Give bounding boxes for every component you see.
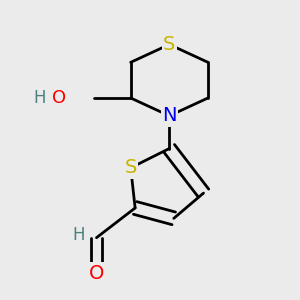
Text: O: O: [89, 264, 104, 283]
Text: O: O: [52, 89, 66, 107]
Text: H: H: [34, 89, 46, 107]
Text: H: H: [72, 226, 85, 244]
Text: S: S: [163, 35, 176, 54]
Text: S: S: [124, 158, 137, 177]
Text: N: N: [162, 106, 177, 125]
